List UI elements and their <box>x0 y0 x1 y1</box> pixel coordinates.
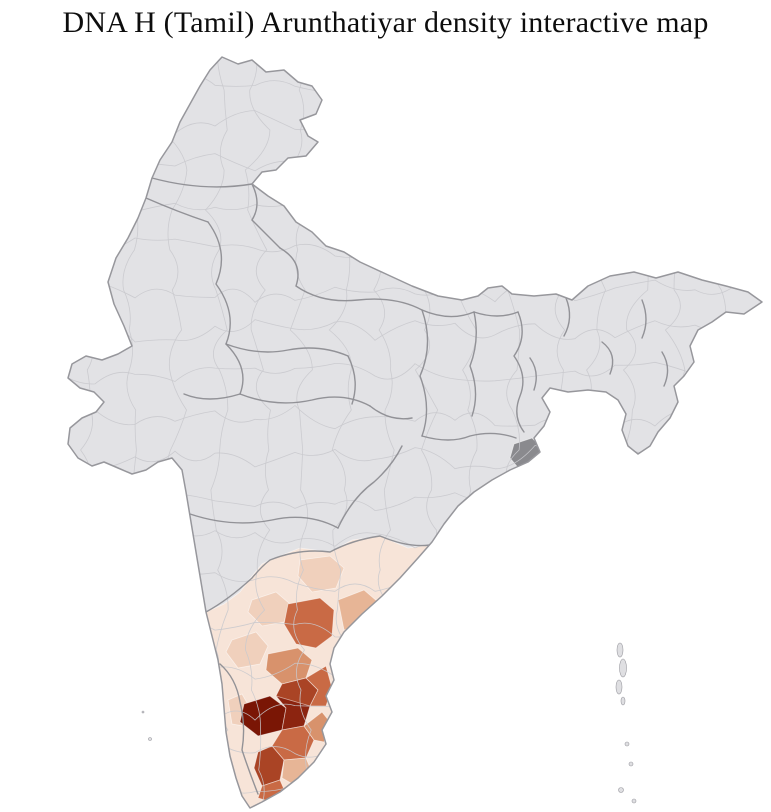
islands[interactable] <box>141 642 637 804</box>
lakshadweep-island[interactable] <box>148 737 152 741</box>
lakshadweep-island[interactable] <box>141 710 145 714</box>
andaman-island[interactable] <box>615 679 623 695</box>
district-region[interactable] <box>297 555 345 593</box>
india-outline <box>67 56 763 809</box>
andaman-island[interactable] <box>620 696 626 706</box>
nicobar-island[interactable] <box>631 798 637 804</box>
state-borders <box>145 177 669 795</box>
nicobar-island[interactable] <box>628 761 634 767</box>
nicobar-island[interactable] <box>624 741 630 747</box>
andaman-island[interactable] <box>619 658 627 678</box>
page-title: DNA H (Tamil) Arunthatiyar density inter… <box>62 6 709 39</box>
nicobar-island[interactable] <box>618 787 624 793</box>
district-region[interactable] <box>225 631 269 669</box>
andaman-island[interactable] <box>616 642 624 658</box>
